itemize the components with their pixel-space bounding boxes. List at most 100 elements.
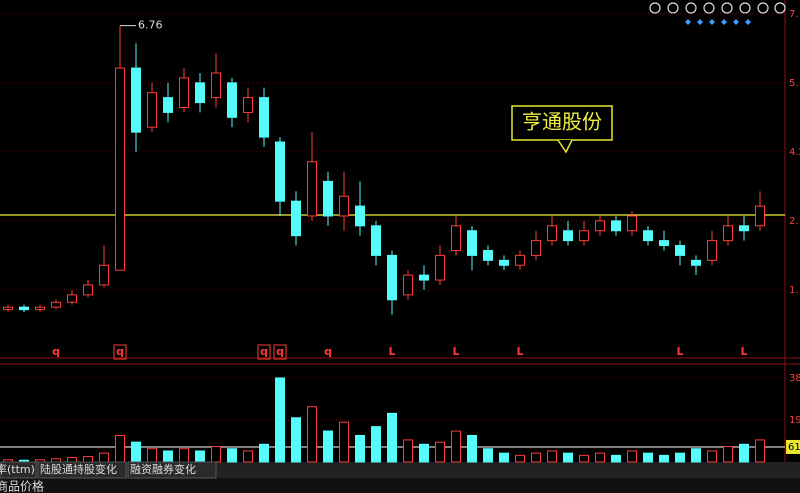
callout-pointer	[557, 139, 573, 154]
candle-body	[275, 141, 285, 202]
candle-body	[659, 240, 669, 247]
volume-bar	[355, 434, 365, 463]
signal-box	[273, 344, 287, 360]
tab[interactable]	[37, 461, 127, 479]
volume-bar	[67, 457, 77, 463]
tool-icon[interactable]	[685, 2, 697, 14]
candle-body	[3, 306, 13, 311]
candle-body	[179, 77, 189, 108]
volume-bar	[755, 439, 765, 463]
candle-body	[307, 161, 317, 217]
candle-body	[579, 230, 589, 242]
candle-body	[195, 82, 205, 104]
volume-tick-label: 19	[789, 415, 800, 426]
volume-bar	[291, 417, 301, 463]
candle-body	[19, 306, 29, 311]
signal: q	[116, 345, 124, 358]
volume-bar	[595, 452, 605, 463]
tool-dots	[685, 19, 751, 25]
candle-body	[483, 249, 493, 261]
y-tick-label: 1.	[789, 285, 799, 296]
signal: q	[276, 345, 284, 358]
volume-bar	[707, 450, 717, 463]
tool-icon[interactable]	[774, 2, 786, 14]
candle-body	[419, 274, 429, 281]
volume-bar	[179, 448, 189, 463]
tool-icon[interactable]	[721, 2, 733, 14]
candle-body	[547, 225, 557, 242]
callout: 亨通股份	[511, 105, 613, 154]
signal-box	[113, 344, 127, 360]
signal: L	[388, 345, 395, 358]
signal: q	[260, 345, 268, 358]
candle-body	[243, 97, 253, 113]
volume-bar	[659, 454, 669, 463]
tool-icon[interactable]	[667, 2, 679, 14]
tab[interactable]	[127, 461, 217, 479]
candle-body	[739, 225, 749, 232]
tool-icon[interactable]	[739, 2, 751, 14]
signal: q	[52, 345, 60, 358]
candle-body	[211, 72, 221, 99]
signal-box	[257, 344, 271, 360]
y-tick-label: 4.2	[789, 147, 800, 158]
volume-bar	[643, 452, 653, 463]
candle-body	[131, 67, 141, 133]
volume-bar	[115, 434, 125, 463]
candle-body	[707, 240, 717, 261]
candle-body	[163, 97, 173, 113]
candle-body	[339, 195, 349, 217]
y-tick-label: 7.	[789, 9, 799, 20]
volume-bar	[467, 434, 477, 463]
volume-badge: 61	[788, 442, 800, 453]
volume-bar	[531, 452, 541, 463]
candle-body	[467, 230, 477, 256]
volume-bar	[499, 452, 509, 463]
callout-text: 亨通股份	[522, 110, 602, 134]
candle-body	[147, 92, 157, 128]
volume-bar	[227, 448, 237, 463]
volume-bar	[211, 446, 221, 463]
candle-body	[355, 205, 365, 227]
footer-bar	[0, 478, 800, 493]
volume-bar	[147, 448, 157, 463]
candle-body	[387, 254, 397, 301]
signal: L	[516, 345, 523, 358]
volume-bar	[387, 412, 397, 463]
volume-bar	[435, 441, 445, 463]
volume-bar	[627, 450, 637, 463]
volume-bar	[723, 446, 733, 463]
candle-body	[563, 230, 573, 242]
y-tick-label: 2.	[789, 216, 799, 227]
volume-bar	[307, 406, 317, 463]
tab-label: 率(ttm)	[0, 462, 35, 476]
volume-bar	[579, 454, 589, 463]
candle-body	[691, 259, 701, 266]
tool-icon[interactable]	[757, 2, 769, 14]
volume-bar	[403, 439, 413, 463]
tool-icon[interactable]	[649, 2, 661, 14]
tool-icon[interactable]	[703, 2, 715, 14]
toolbar	[649, 2, 786, 25]
candle-body	[531, 240, 541, 256]
max-label: 6.76	[138, 19, 163, 32]
signal: L	[452, 345, 459, 358]
tab[interactable]	[0, 461, 37, 479]
candle-body	[259, 97, 269, 138]
tab-label: 陆股通持股变化	[40, 462, 117, 476]
y-tick-label: 5.	[789, 78, 799, 89]
volume-bar	[739, 443, 749, 463]
candle-body	[403, 274, 413, 296]
candle-body	[499, 259, 509, 266]
volume-bar	[483, 448, 493, 463]
candle-body	[115, 67, 125, 271]
candle-body	[371, 225, 381, 256]
volume-bar	[691, 448, 701, 463]
volume-bar	[323, 430, 333, 463]
signal: L	[676, 345, 683, 358]
candle-body	[451, 225, 461, 251]
volume-bar	[563, 452, 573, 463]
callout-box	[511, 105, 613, 141]
candle-body	[99, 264, 109, 286]
candle-body	[35, 306, 45, 311]
